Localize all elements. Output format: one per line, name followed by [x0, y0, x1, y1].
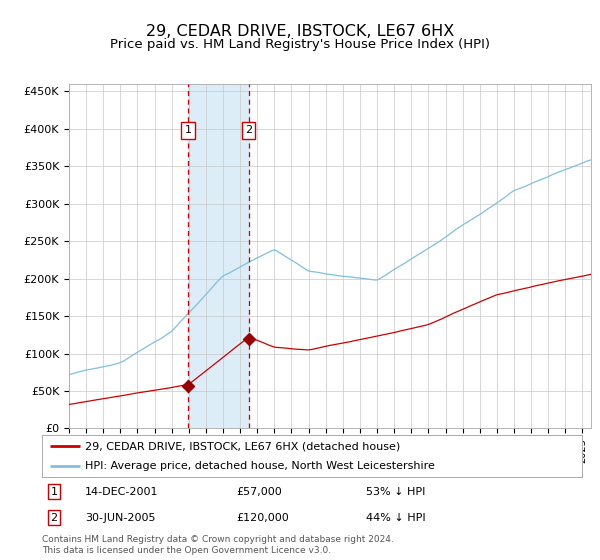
Text: 14-DEC-2001: 14-DEC-2001 [85, 487, 159, 497]
Text: £120,000: £120,000 [236, 512, 289, 522]
Text: 30-JUN-2005: 30-JUN-2005 [85, 512, 156, 522]
Text: 1: 1 [184, 125, 191, 136]
Text: HPI: Average price, detached house, North West Leicestershire: HPI: Average price, detached house, Nort… [85, 461, 435, 471]
Text: 2: 2 [245, 125, 252, 136]
Text: 1: 1 [50, 487, 58, 497]
Text: Contains HM Land Registry data © Crown copyright and database right 2024.
This d: Contains HM Land Registry data © Crown c… [42, 535, 394, 555]
Text: 29, CEDAR DRIVE, IBSTOCK, LE67 6HX: 29, CEDAR DRIVE, IBSTOCK, LE67 6HX [146, 24, 454, 39]
Text: 53% ↓ HPI: 53% ↓ HPI [366, 487, 425, 497]
Bar [188, 84, 249, 428]
Text: 29, CEDAR DRIVE, IBSTOCK, LE67 6HX (detached house): 29, CEDAR DRIVE, IBSTOCK, LE67 6HX (deta… [85, 441, 400, 451]
Text: £57,000: £57,000 [236, 487, 282, 497]
Text: Price paid vs. HM Land Registry's House Price Index (HPI): Price paid vs. HM Land Registry's House … [110, 38, 490, 51]
Text: 44% ↓ HPI: 44% ↓ HPI [366, 512, 425, 522]
Text: 2: 2 [50, 512, 58, 522]
